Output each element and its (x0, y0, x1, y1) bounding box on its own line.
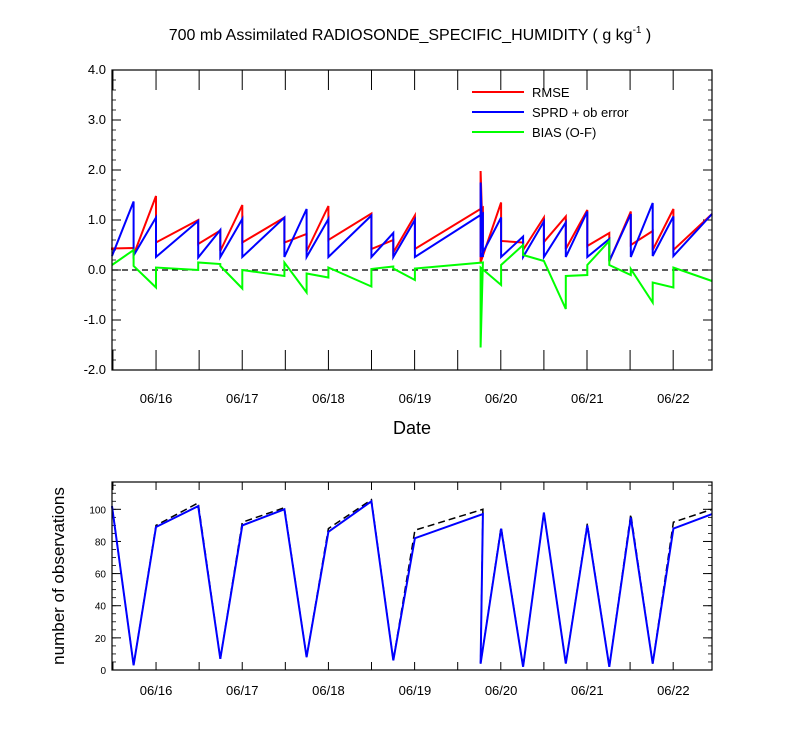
bottom-x-tick-label: 06/19 (399, 683, 432, 698)
top-x-tick-label: 06/21 (571, 391, 604, 406)
top-chart-x-tick-labels: 06/16 06/17 06/18 06/19 06/20 06/21 06/22 (140, 391, 690, 406)
top-y-tick-label: 2.0 (88, 162, 106, 177)
bottom-x-tick-label: 06/22 (657, 683, 690, 698)
top-chart-x-axis-label: Date (393, 418, 431, 438)
top-y-tick-label: 0.0 (88, 262, 106, 277)
bottom-y-tick-label: 100 (89, 505, 106, 516)
bottom-y-tick-label: 60 (95, 570, 107, 581)
bottom-y-tick-label: 0 (100, 666, 106, 677)
legend-entry-label: BIAS (O-F) (532, 125, 596, 140)
top-chart-series (111, 170, 713, 348)
legend-entry-label: RMSE (532, 85, 570, 100)
bottom-y-tick-label: 20 (95, 634, 107, 645)
bottom-y-tick-label: 80 (95, 537, 107, 548)
top-y-tick-label: 3.0 (88, 112, 106, 127)
top-chart-title: 700 mb Assimilated RADIOSONDE_SPECIFIC_H… (169, 25, 652, 44)
bottom-x-tick-label: 06/21 (571, 683, 604, 698)
top-x-tick-label: 06/18 (312, 391, 345, 406)
top-x-tick-label: 06/16 (140, 391, 173, 406)
top-chart-y-tick-labels: 4.0 3.0 2.0 1.0 0.0 -1.0 -2.0 (84, 62, 106, 377)
bottom-x-tick-label: 06/17 (226, 683, 259, 698)
bottom-chart-y-tick-labels: 100 80 60 40 20 0 (89, 505, 106, 677)
top-chart-legend: RMSE SPRD + ob error BIAS (O-F) (472, 85, 629, 140)
bottom-y-tick-label: 40 (95, 602, 107, 613)
top-y-tick-label: -2.0 (84, 362, 106, 377)
bottom-chart-frame (111, 481, 713, 671)
bottom-chart-series (111, 498, 713, 667)
top-y-tick-label: 4.0 (88, 62, 106, 77)
bottom-x-tick-label: 06/20 (485, 683, 518, 698)
top-x-tick-label: 06/22 (657, 391, 690, 406)
top-chart-title-sup: -1 (633, 25, 642, 36)
legend-entry-label: SPRD + ob error (532, 105, 629, 120)
top-y-tick-label: 1.0 (88, 212, 106, 227)
series-line-rmse (111, 170, 713, 263)
top-x-tick-label: 06/20 (485, 391, 518, 406)
bottom-chart-y-axis-label: number of observations (49, 487, 68, 665)
bottom-x-tick-label: 06/18 (312, 683, 345, 698)
top-chart-frame (111, 69, 713, 371)
top-y-tick-label: -1.0 (84, 312, 106, 327)
series-line-used (111, 499, 713, 667)
top-x-tick-label: 06/19 (399, 391, 432, 406)
top-chart-title-main: 700 mb Assimilated RADIOSONDE_SPECIFIC_H… (169, 27, 633, 44)
top-x-tick-label: 06/17 (226, 391, 259, 406)
bottom-x-tick-label: 06/16 (140, 683, 173, 698)
bottom-chart-x-tick-labels: 06/16 06/17 06/18 06/19 06/20 06/21 06/22 (140, 683, 690, 698)
series-line-bias-o-f- (111, 238, 713, 348)
top-chart-title-end: ) (641, 27, 651, 44)
